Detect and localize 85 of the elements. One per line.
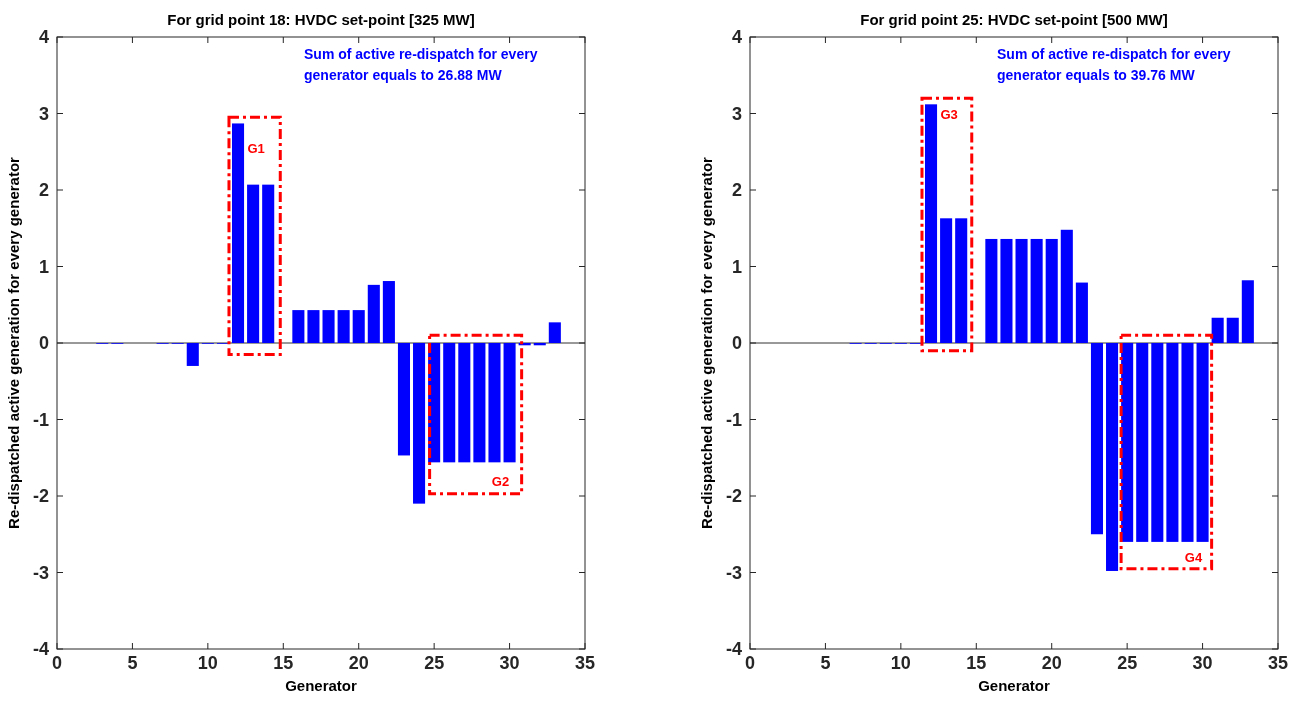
- y-tick-label: 3: [731, 103, 742, 124]
- annotation: G2: [491, 473, 510, 489]
- y-tick-label: -2: [32, 486, 49, 506]
- x-tick-label: 30: [1192, 653, 1213, 673]
- bar: [1211, 317, 1224, 343]
- bar: [1030, 238, 1043, 343]
- x-axis-title: Generator: [285, 677, 357, 694]
- y-tick-label: -3: [32, 562, 49, 583]
- chart-title: For grid point 18: HVDC set-point [325 MW]: [167, 11, 475, 28]
- bar: [985, 238, 998, 343]
- x-tick-label: 0: [744, 653, 756, 673]
- y-tick-label: 2: [38, 180, 49, 200]
- bar: [1045, 238, 1058, 343]
- bar: [1075, 282, 1088, 343]
- bar: [1196, 343, 1209, 542]
- annotation: G3: [940, 106, 958, 122]
- x-tick-label: 20: [1041, 653, 1062, 673]
- bar: [413, 343, 426, 504]
- bar: [367, 284, 380, 343]
- y-tick-label: -4: [725, 639, 742, 659]
- bar: [247, 184, 260, 343]
- y-tick-label: -4: [32, 639, 49, 659]
- chart-title: For grid point 25: HVDC set-point [500 MW]: [860, 11, 1168, 28]
- bar: [352, 310, 365, 343]
- y-tick-label: 0: [731, 333, 742, 353]
- annotation: Sum of active re-dispatch for every generator equals to 39.76 MW: [997, 46, 1231, 83]
- x-tick-label: 10: [890, 653, 911, 673]
- bar: [1136, 343, 1149, 542]
- bar: [473, 343, 486, 463]
- x-tick-label: 5: [127, 653, 138, 673]
- bar: [1060, 229, 1073, 343]
- bar: [488, 343, 501, 463]
- y-tick-label: 3: [38, 103, 49, 124]
- bar: [1106, 343, 1119, 571]
- x-tick-label: 5: [820, 653, 831, 673]
- x-tick-label: 20: [348, 653, 369, 673]
- annotation: G1: [247, 140, 265, 156]
- bar: [1090, 343, 1104, 535]
- y-axis-title: Re-dispatched active generation for every generator: [698, 156, 715, 529]
- y-tick-label: 0: [38, 333, 49, 353]
- bar: [443, 343, 456, 463]
- annotation: Sum of active re-dispatch for every generator equals to 26.88 MW: [304, 46, 538, 83]
- x-tick-label: 35: [574, 653, 596, 673]
- bar: [337, 310, 350, 343]
- bar: [924, 104, 938, 343]
- x-tick-label: 0: [51, 653, 63, 673]
- x-tick-label: 35: [1267, 653, 1289, 673]
- bar: [397, 343, 411, 456]
- bar: [548, 322, 561, 343]
- x-axis-title: Generator: [978, 677, 1050, 694]
- bar: [503, 343, 516, 463]
- y-tick-label: -1: [32, 409, 49, 430]
- bar: [1241, 280, 1254, 343]
- bar: [1226, 317, 1239, 343]
- y-axis-title: Re-dispatched active generation for every generator: [5, 156, 22, 529]
- y-tick-label: -2: [725, 486, 742, 506]
- x-tick-label: 25: [1117, 653, 1138, 673]
- y-tick-label: 4: [731, 27, 742, 47]
- y-tick-label: -1: [725, 409, 742, 430]
- bar: [1181, 343, 1194, 542]
- bar: [307, 310, 320, 343]
- bar: [231, 123, 245, 343]
- annotation: G4: [1184, 550, 1203, 566]
- y-tick-label: 4: [38, 27, 49, 47]
- y-tick-label: -3: [725, 562, 742, 583]
- x-tick-label: 15: [273, 653, 294, 673]
- bar: [322, 310, 335, 343]
- bar: [292, 310, 305, 343]
- bar: [382, 281, 395, 343]
- bar: [186, 343, 199, 366]
- bar: [1015, 238, 1028, 343]
- x-tick-label: 30: [499, 653, 520, 673]
- x-tick-label: 25: [424, 653, 445, 673]
- x-tick-label: 15: [966, 653, 987, 673]
- bar: [940, 218, 953, 343]
- bar: [1166, 343, 1179, 542]
- y-tick-label: 1: [38, 256, 49, 277]
- y-tick-label: 2: [731, 180, 742, 200]
- bar: [262, 184, 275, 343]
- bar: [955, 218, 968, 343]
- bar: [1151, 343, 1164, 542]
- y-tick-label: 1: [731, 256, 742, 277]
- bar: [458, 343, 471, 463]
- bar: [1000, 238, 1013, 343]
- x-tick-label: 10: [197, 653, 218, 673]
